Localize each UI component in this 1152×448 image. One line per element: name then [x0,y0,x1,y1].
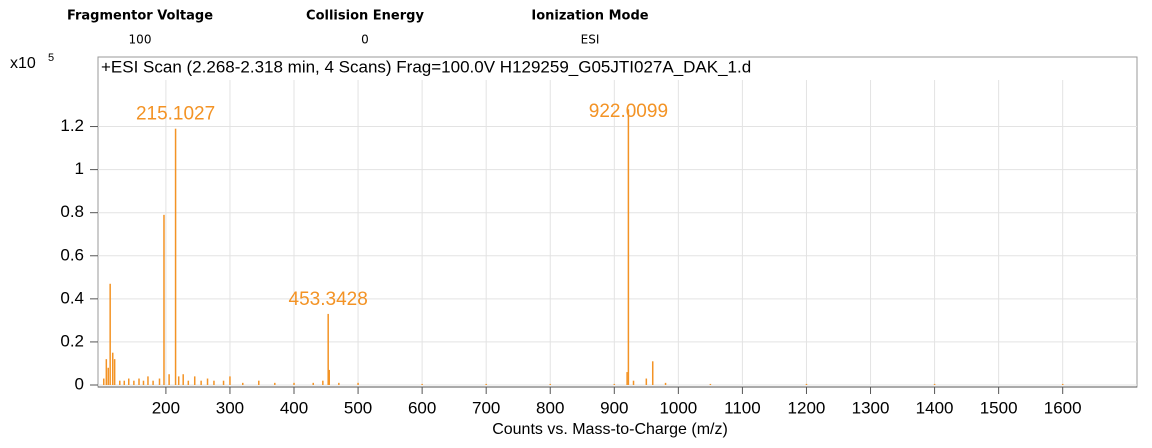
peak [626,372,628,385]
x-tick-label: 200 [152,398,180,417]
peak [182,374,184,385]
peak [1061,383,1064,385]
peak [147,376,149,385]
peak [485,383,487,385]
y-tick-label: 1.2 [60,116,84,135]
peak [293,382,295,385]
field-label: Collision Energy [306,9,424,24]
x-tick-label: 800 [536,398,564,417]
peak [193,376,196,385]
x-axis-label: Counts vs. Mass-to-Charge (m/z) [492,421,728,438]
peak [242,382,244,385]
peak [174,128,177,385]
peak [651,361,654,385]
y-tick-label: 0.4 [60,288,84,307]
peak [113,359,116,385]
x-tick-label: 1300 [852,398,890,417]
x-tick-label: 1400 [916,398,954,417]
peak [328,369,330,385]
y-tick-label: 0 [75,374,84,393]
x-tick-label: 1200 [788,398,826,417]
peak [258,380,260,385]
x-tick-label: 300 [216,398,244,417]
chart-title: +ESI Scan (2.268-2.318 min, 4 Scans) Fra… [101,57,751,76]
peak [327,313,329,385]
peak [933,383,936,385]
peak [664,382,667,385]
peak [163,214,165,385]
x-tick-label: 400 [280,398,308,417]
peak [123,380,126,385]
x-tick-label: 900 [600,398,628,417]
peak [103,378,105,385]
x-tick-label: 700 [472,398,500,417]
x-tick-label: 1100 [724,398,761,417]
peak [274,382,276,385]
peak [805,383,808,385]
x-tick-label: 600 [408,398,436,417]
y-tick-label: 1 [75,159,84,178]
peak [229,376,231,385]
peak [322,380,324,385]
y-tick-label: 0.6 [60,245,84,264]
peak-label: 215.1027 [136,104,215,125]
peak [613,383,616,385]
peak [206,378,209,385]
x-tick-label: 1500 [980,398,1018,417]
field-label: Fragmentor Voltage [67,9,213,24]
y-tick-label: 0.2 [60,331,84,350]
peak [645,378,648,385]
peak-label: 922.0099 [589,101,668,122]
peak [111,352,114,385]
field-value: ESI [581,33,600,47]
peak [105,359,108,385]
peak [200,380,202,385]
peak [357,382,359,385]
peak [119,380,121,385]
peak [142,380,145,385]
x-tick-label: 500 [344,398,372,417]
peak [107,367,109,385]
peak [133,380,135,385]
peak [109,283,111,385]
peak [127,378,130,385]
field-label: Ionization Mode [531,9,648,24]
peak [222,380,225,385]
y-multiplier-exponent: 5 [48,52,54,64]
peak [168,374,170,385]
x-tick-label: 1600 [1044,398,1082,417]
y-multiplier-base: x10 [10,55,36,72]
peak-label: 453.3428 [289,289,368,310]
peak [627,109,630,386]
peak [709,383,712,385]
field-value: 100 [129,33,152,47]
peak [421,383,423,385]
peak [213,380,215,385]
peak [312,382,314,385]
peak [152,380,154,385]
peak [177,376,180,385]
peak [158,378,161,385]
y-tick-label: 0.8 [60,202,84,221]
peak [632,380,635,385]
peak [187,380,190,385]
peak [338,382,340,385]
field-value: 0 [361,33,369,47]
peak [138,378,140,385]
peak [549,383,551,385]
x-tick-label: 1000 [659,398,697,417]
